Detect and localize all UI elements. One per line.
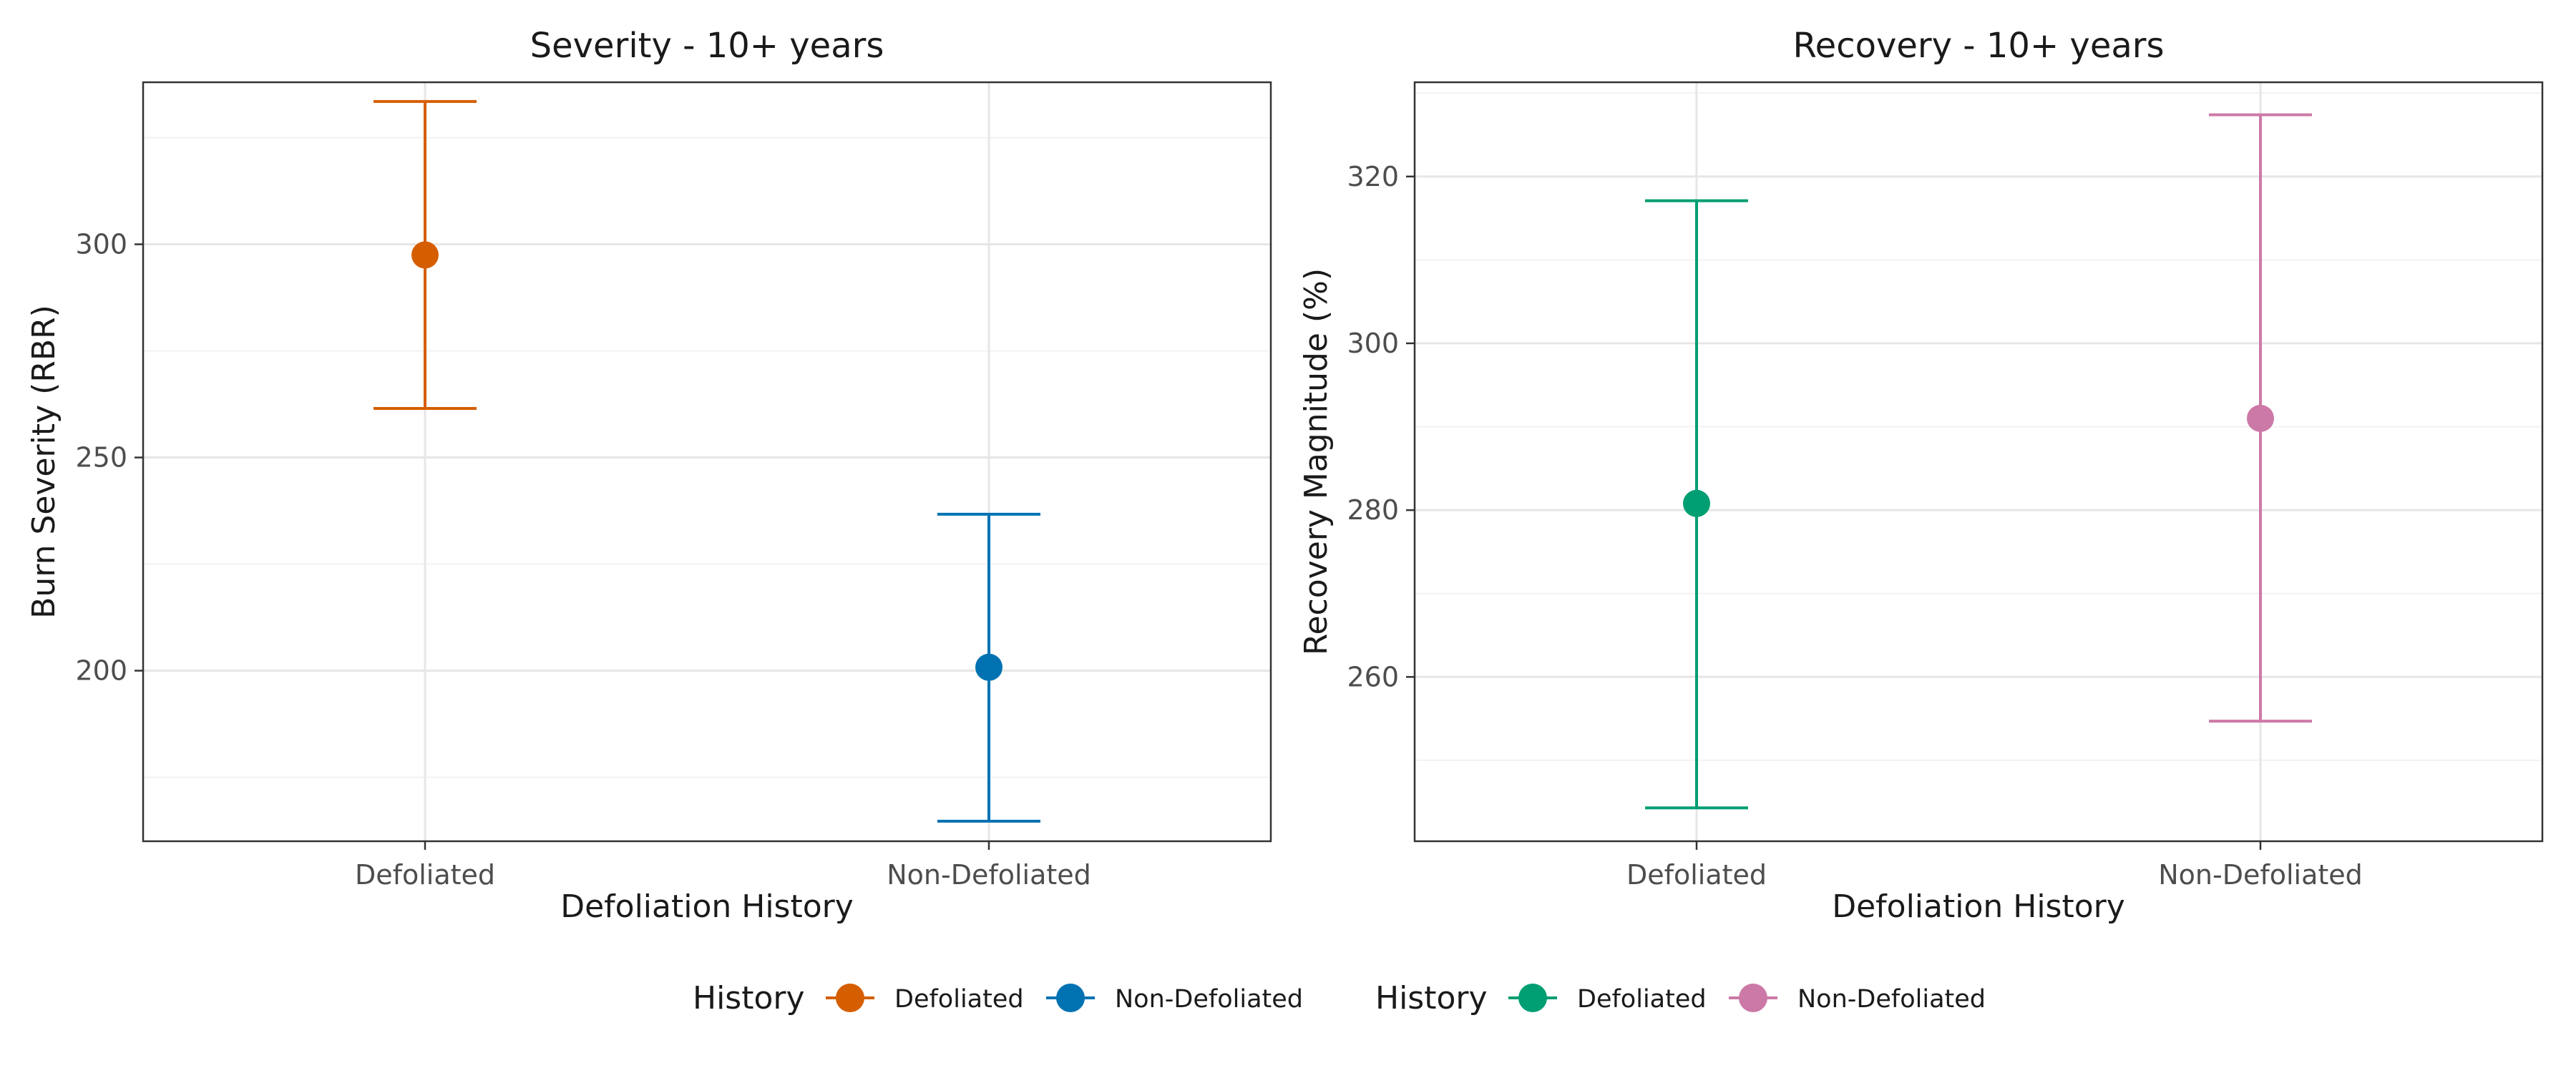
mean-point bbox=[2247, 404, 2274, 432]
y-tick-label: 250 bbox=[75, 442, 127, 474]
legend-entry-label: Non-Defoliated bbox=[1797, 985, 1986, 1014]
x-tick-label: Non-Defoliated bbox=[2158, 859, 2363, 891]
legend-key-point bbox=[1739, 984, 1767, 1012]
y-axis-title: Burn Severity (RBR) bbox=[26, 305, 62, 619]
legend-key-point bbox=[1518, 984, 1547, 1012]
plot-background bbox=[143, 82, 1271, 841]
data-point-group bbox=[374, 99, 477, 410]
y-tick-label: 300 bbox=[1347, 328, 1399, 359]
legend-title: History bbox=[1375, 980, 1488, 1016]
legend-entry-label: Defoliated bbox=[894, 985, 1024, 1014]
x-tick-label: Non-Defoliated bbox=[887, 859, 1091, 891]
y-tick-label: 200 bbox=[75, 655, 127, 687]
plot-border bbox=[142, 81, 1272, 843]
legend-key-point bbox=[836, 984, 864, 1012]
panel-2: 260 280 300 320 Defoliated Non-Defoliated Reco… bbox=[1298, 26, 2544, 925]
y-axis-title: Recovery Magnitude (%) bbox=[1298, 268, 1335, 655]
data-point-group bbox=[937, 512, 1040, 823]
legend-entry-label: Defoliated bbox=[1577, 985, 1707, 1014]
legend-1: History Defoliated Non-Defoliated bbox=[693, 980, 1303, 1016]
data-point-group bbox=[1645, 199, 1748, 810]
x-axis-title: Defoliation History bbox=[560, 888, 854, 925]
panel-title: Severity - 10+ years bbox=[530, 26, 884, 66]
plot-background bbox=[1415, 82, 2542, 841]
x-tick-label: Defoliated bbox=[1626, 859, 1767, 891]
mean-point bbox=[411, 241, 439, 269]
mean-point bbox=[1683, 489, 1710, 517]
x-tick-label: Defoliated bbox=[355, 859, 495, 891]
legend-title: History bbox=[693, 980, 805, 1016]
legend-entry-label: Non-Defoliated bbox=[1115, 985, 1303, 1014]
y-tick-label: 280 bbox=[1347, 494, 1399, 526]
data-point-group bbox=[2209, 113, 2312, 723]
plot-border bbox=[1413, 81, 2544, 843]
panel-title: Recovery - 10+ years bbox=[1792, 26, 2164, 66]
legend-key-point bbox=[1056, 984, 1085, 1012]
x-axis-title: Defoliation History bbox=[1832, 888, 2125, 925]
y-tick-label: 260 bbox=[1347, 661, 1399, 692]
legend-2: History Defoliated Non-Defoliated bbox=[1375, 980, 1986, 1016]
y-tick-label: 300 bbox=[75, 229, 127, 260]
mean-point bbox=[975, 653, 1002, 681]
y-tick-label: 320 bbox=[1347, 161, 1399, 192]
panel-1: 200 250 300 Defoliated Non-Defoliated Severit… bbox=[26, 26, 1272, 925]
